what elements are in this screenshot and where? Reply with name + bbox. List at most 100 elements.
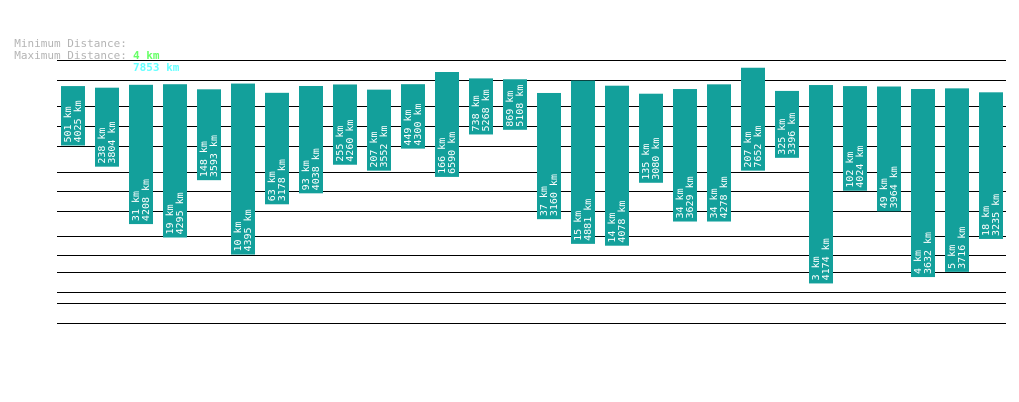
range-bar — [163, 84, 187, 238]
bar-max-label: 3629 km — [685, 176, 696, 218]
bar-min-label: 37 km — [539, 186, 550, 216]
bar-min-label: 18 km — [981, 206, 992, 236]
bar-max-label: 5268 km — [481, 89, 492, 131]
range-bar-group: 31 km 4208 km — [129, 84, 153, 225]
range-bar-group: 501 km 4025 km — [61, 86, 85, 146]
bar-max-label: 4174 km — [821, 238, 832, 280]
bar-max-label: 4881 km — [583, 199, 594, 241]
bar-max-label: 3716 km — [957, 227, 968, 269]
bar-min-label: 15 km — [573, 211, 584, 241]
bar-min-label: 3 km — [811, 256, 822, 280]
bar-min-label: 49 km — [879, 178, 890, 208]
range-bar-group: 49 km 3964 km — [877, 86, 901, 212]
bar-min-label: 238 km — [97, 128, 108, 164]
range-bar — [537, 92, 561, 220]
bar-max-label: 4278 km — [719, 176, 730, 218]
bar-min-label: 31 km — [131, 191, 142, 221]
bar-max-label: 4260 km — [345, 120, 356, 162]
bar-max-label: 3160 km — [549, 174, 560, 216]
bar-max-label: 3178 km — [277, 159, 288, 201]
range-bar — [809, 85, 833, 284]
bar-min-label: 166 km — [437, 138, 448, 174]
range-bar — [707, 84, 731, 222]
range-bar — [741, 67, 765, 171]
bar-min-label: 14 km — [607, 213, 618, 243]
range-bar-group: 34 km 3629 km — [673, 89, 697, 222]
bar-min-label: 34 km — [675, 188, 686, 218]
range-bar-group: 15 km 4881 km — [571, 80, 595, 244]
bar-min-label: 5 km — [947, 245, 958, 269]
range-bar-group: 14 km 4078 km — [605, 85, 629, 246]
range-bar — [435, 72, 459, 177]
range-bar-group: 869 km 5108 km — [503, 79, 527, 130]
maximum-distance-label: Maximum Distance: — [14, 49, 127, 62]
bar-min-label: 148 km — [199, 141, 210, 177]
range-bar-group: 325 km 3396 km — [775, 90, 799, 158]
bar-max-label: 7652 km — [753, 125, 764, 167]
range-bar — [401, 84, 425, 149]
range-bar-group: 148 km 3593 km — [197, 89, 221, 181]
range-bar — [299, 85, 323, 194]
range-bar-group: 166 km 6590 km — [435, 72, 459, 177]
range-bar — [231, 83, 255, 255]
bar-min-label: 869 km — [505, 91, 516, 127]
range-bar — [95, 87, 119, 167]
bar-max-label: 4208 km — [141, 179, 152, 221]
bar-min-label: 501 km — [63, 106, 74, 142]
range-bar — [775, 90, 799, 158]
range-bar — [265, 92, 289, 205]
bar-min-label: 207 km — [369, 132, 380, 168]
range-bar-group: 4 km 3632 km — [911, 89, 935, 278]
range-bar-group: 738 km 5268 km — [469, 78, 493, 135]
bar-min-label: 102 km — [845, 152, 856, 188]
bar-min-label: 135 km — [641, 144, 652, 180]
range-bar — [945, 88, 969, 272]
bar-min-label: 207 km — [743, 132, 754, 168]
bar-max-label: 4038 km — [311, 148, 322, 190]
bar-min-label: 4 km — [913, 250, 924, 274]
range-bar-group: 3 km 4174 km — [809, 85, 833, 284]
bar-max-label: 3964 km — [889, 166, 900, 208]
bar-max-label: 3804 km — [107, 122, 118, 164]
range-bar-group: 34 km 4278 km — [707, 84, 731, 222]
range-bar — [367, 89, 391, 171]
range-bar-group: 207 km 7652 km — [741, 67, 765, 171]
range-bar — [843, 86, 867, 191]
bar-max-label: 3080 km — [651, 138, 662, 180]
range-bar-group: 93 km 4038 km — [299, 85, 323, 194]
bar-min-label: 93 km — [301, 160, 312, 190]
bar-max-label: 4300 km — [413, 103, 424, 145]
range-bar — [333, 84, 357, 165]
bar-max-label: 3632 km — [923, 232, 934, 274]
bar-min-label: 449 km — [403, 109, 414, 145]
range-bar-group: 238 km 3804 km — [95, 87, 119, 167]
bar-min-label: 255 km — [335, 126, 346, 162]
range-bar — [979, 92, 1003, 239]
bar-max-label: 3552 km — [379, 125, 390, 167]
bar-max-label: 4078 km — [617, 201, 628, 243]
bar-max-label: 4025 km — [73, 100, 84, 142]
range-bar — [639, 93, 663, 183]
maximum-distance-row: Maximum Distance: 7853 km — [1, 38, 179, 74]
range-bar — [571, 80, 595, 244]
range-bar — [911, 89, 935, 278]
range-bar-group: 37 km 3160 km — [537, 92, 561, 220]
bar-min-label: 325 km — [777, 119, 788, 155]
range-bar-group: 10 km 4395 km — [231, 83, 255, 255]
range-bar — [469, 78, 493, 135]
range-bar — [129, 84, 153, 225]
minimum-distance-value: 4 km — [133, 49, 160, 62]
bar-max-label: 5108 km — [515, 85, 526, 127]
bar-max-label: 3396 km — [787, 113, 798, 155]
range-bar-group: 102 km 4024 km — [843, 86, 867, 191]
range-bar-group: 5 km 3716 km — [945, 88, 969, 272]
minimum-distance-row: Minimum Distance: 4 km — [1, 26, 159, 62]
range-bar-group: 255 km 4260 km — [333, 84, 357, 165]
bar-max-label: 4295 km — [175, 192, 186, 234]
bar-max-label: 3593 km — [209, 135, 220, 177]
bar-max-label: 6590 km — [447, 132, 458, 174]
maximum-distance-value: 7853 km — [133, 61, 180, 74]
range-bar — [61, 86, 85, 146]
bar-min-label: 63 km — [267, 171, 278, 201]
